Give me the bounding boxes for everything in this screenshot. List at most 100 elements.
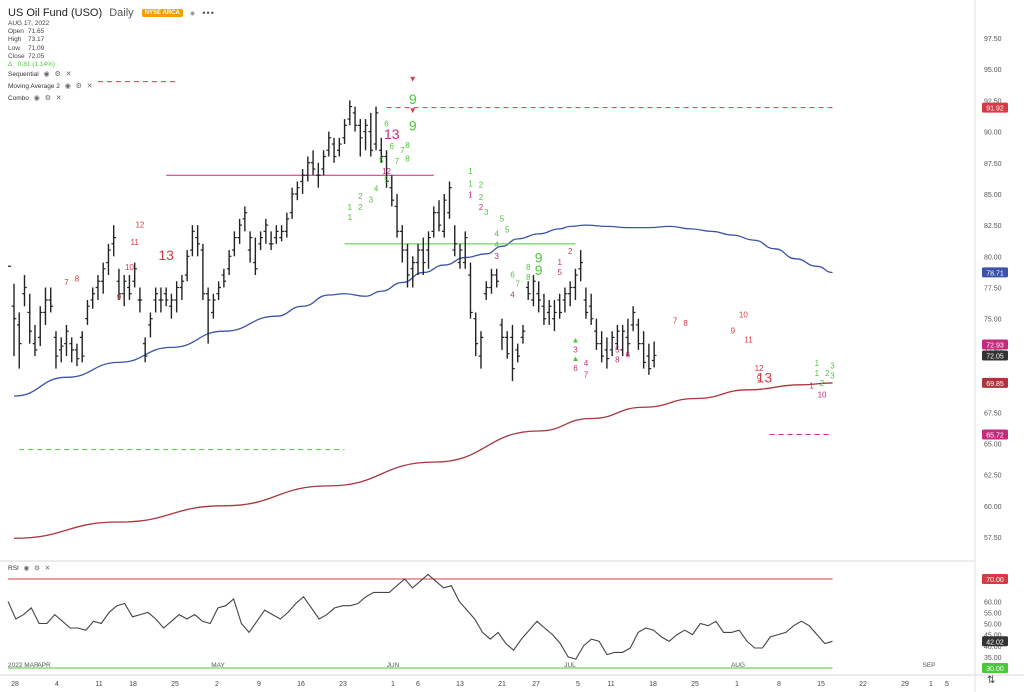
price-tick-label: 65.00 xyxy=(984,441,1002,448)
sequential-count-label: ▼ xyxy=(409,75,417,84)
price-badge-label: 78.71 xyxy=(986,270,1004,277)
gear-icon[interactable]: ⚙ xyxy=(44,95,51,102)
ohlc-label: Close xyxy=(8,52,25,60)
ohlc-bar xyxy=(242,206,248,232)
rsi-header: RSI ◉ ⚙ ✕ xyxy=(8,564,50,572)
sequential-count-label: 1 xyxy=(557,258,562,267)
ohlc-bar xyxy=(337,137,342,157)
ohlc-bar xyxy=(536,281,541,313)
sequential-count-label: 8 xyxy=(683,319,688,328)
visibility-icon[interactable]: ◉ xyxy=(43,71,50,78)
sequential-count-label: 2 xyxy=(479,193,484,202)
sequential-count-label: 2 xyxy=(825,369,830,378)
price-badge-label: 72.93 xyxy=(986,343,1004,350)
ohlc-bar xyxy=(79,331,85,363)
period-label[interactable]: Daily xyxy=(109,7,134,19)
rsi-line xyxy=(7,573,833,660)
ohlc-bar xyxy=(85,299,90,325)
ohlc-bar xyxy=(174,281,179,313)
price-tick-label: 75.00 xyxy=(984,317,1002,324)
change-row: Δ 0.81 (1.14%) xyxy=(8,61,55,69)
sequential-count-label: 7 xyxy=(515,279,520,288)
ohlc-bar xyxy=(378,137,384,163)
price-badge xyxy=(982,377,1008,388)
time-tick-label: 18 xyxy=(129,681,137,688)
price-tick-label: 80.00 xyxy=(984,254,1002,261)
ohlc-bar xyxy=(557,293,562,319)
time-tick-label: 1 xyxy=(929,681,933,688)
ohlc-bar xyxy=(562,287,568,313)
sequential-count-label: 10 xyxy=(739,310,748,319)
sequential-count-label: 11 xyxy=(744,335,753,344)
sequential-count-label: 5 xyxy=(557,268,562,277)
ohlc-bar xyxy=(594,318,599,350)
time-tick-label: 1 xyxy=(391,681,395,688)
close-icon[interactable]: ✕ xyxy=(55,95,62,102)
instrument-title: US Oil Fund (USO) xyxy=(8,7,103,19)
visibility-icon[interactable]: ◉ xyxy=(23,565,30,572)
ohlc-bar xyxy=(515,343,521,363)
sequential-count-label: 3 xyxy=(573,345,578,354)
sequential-count-label: 6 xyxy=(384,120,389,129)
ohlc-bar xyxy=(326,131,332,157)
ohlc-bar xyxy=(289,187,295,219)
ohlc-bar xyxy=(95,275,101,300)
sequential-count-label: 3 xyxy=(830,362,835,371)
ohlc-bar xyxy=(420,237,426,276)
ohlc-bar xyxy=(452,225,458,257)
gear-icon[interactable]: ⚙ xyxy=(54,71,61,78)
close-icon[interactable]: ✕ xyxy=(65,71,72,78)
ohlc-low: Low 71.09 xyxy=(8,45,55,53)
ohlc-bar xyxy=(499,318,505,350)
indicator-label: Sequential xyxy=(8,71,39,78)
indicator-label: Combo xyxy=(8,95,29,102)
ohlc-bar xyxy=(525,281,531,300)
time-tick-label: 22 xyxy=(859,681,867,688)
sequential-count-label: 8 xyxy=(405,141,410,150)
price-badge-label: 91.92 xyxy=(986,106,1004,113)
sequential-count-label: 4 xyxy=(494,241,499,250)
sequential-count-label: 8 xyxy=(75,274,80,283)
ohlc-bar xyxy=(415,243,421,276)
close-icon[interactable]: ✕ xyxy=(44,565,51,572)
ohlc-bar xyxy=(64,324,69,357)
ohlc-bar xyxy=(373,106,379,151)
ohlc-bar xyxy=(316,162,321,188)
month-label: MAY xyxy=(211,662,225,669)
gear-icon[interactable]: ⚙ xyxy=(34,565,40,572)
sequential-count-label: 11 xyxy=(131,238,140,247)
ohlc-bar xyxy=(37,306,43,347)
sequential-count-label: 8 xyxy=(526,273,531,282)
sequential-count-label: 8 xyxy=(405,155,410,164)
ohlc-bar xyxy=(205,287,211,344)
price-tick-label: 60.00 xyxy=(984,504,1002,511)
axis-toggle-icon[interactable]: ⇅ xyxy=(987,675,996,686)
ohlc-bar xyxy=(295,181,300,201)
sequential-count-label: 1 xyxy=(809,382,814,391)
visibility-icon[interactable]: ◉ xyxy=(64,83,71,90)
more-options-icon[interactable]: ••• xyxy=(202,8,215,18)
sequential-count-label: 5 xyxy=(379,156,384,165)
time-tick-label: 21 xyxy=(498,681,506,688)
sequential-count-label: 9 xyxy=(757,374,762,383)
sequential-count-label: 9 xyxy=(409,91,417,107)
sequential-count-label: 4 xyxy=(494,229,499,238)
sequential-count-label: 5 xyxy=(384,176,389,185)
ohlc-bar xyxy=(462,231,468,269)
ohlc-bar xyxy=(394,193,400,238)
gear-icon[interactable]: ⚙ xyxy=(75,83,82,90)
rsi-badge xyxy=(982,636,1008,647)
month-label: APR xyxy=(37,662,51,669)
sequential-count-label: 7 xyxy=(395,157,400,166)
ohlc-bar xyxy=(489,268,494,294)
time-tick-label: 8 xyxy=(777,681,781,688)
price-badge xyxy=(982,102,1008,113)
ohlc-bar xyxy=(247,231,253,263)
close-icon[interactable]: ✕ xyxy=(86,83,93,90)
sequential-count-label: 2 xyxy=(479,181,484,190)
time-tick-label: 25 xyxy=(691,681,699,688)
rsi-badge-label: 30.00 xyxy=(986,666,1004,673)
time-tick-label: 25 xyxy=(171,681,179,688)
visibility-icon[interactable]: ◉ xyxy=(33,95,40,102)
ohlc-bar xyxy=(116,268,122,300)
